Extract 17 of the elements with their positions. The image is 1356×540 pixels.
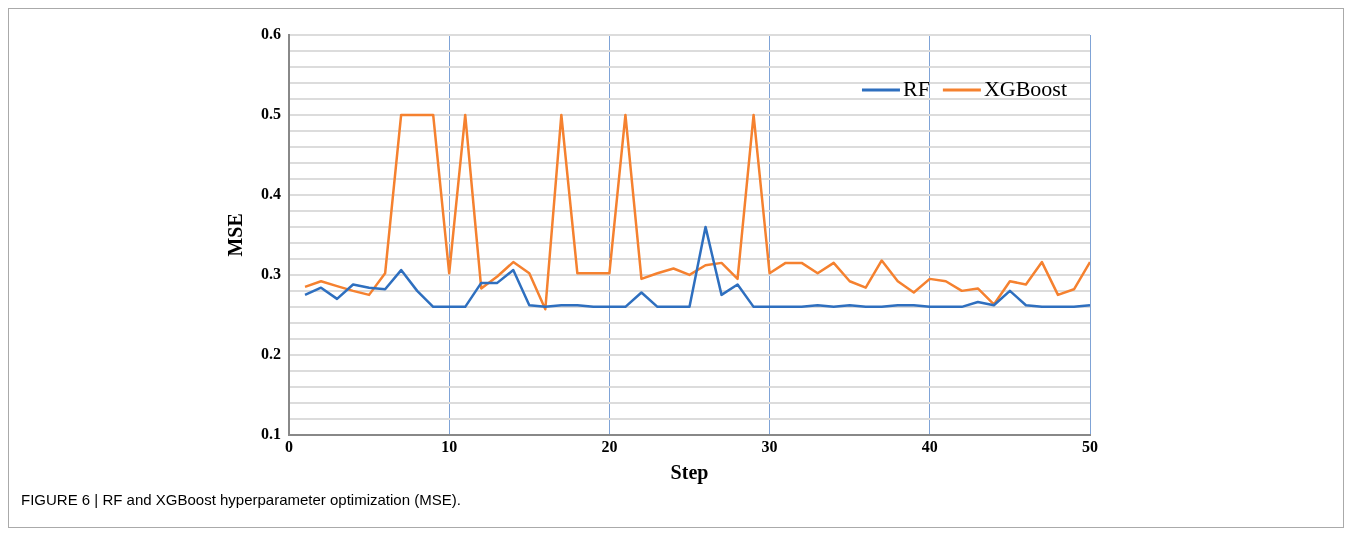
x-tick-label: 0 <box>285 437 293 455</box>
y-tick-label: 0.4 <box>261 185 281 203</box>
y-tick-label: 0.5 <box>261 105 281 123</box>
y-tick-label: 0.3 <box>261 265 281 283</box>
y-tick-label: 0.2 <box>261 344 281 362</box>
legend-label: RF <box>902 75 930 101</box>
caption: FIGURE 6 | RF and XGBoost hyperparameter optimization (MSE). <box>21 491 461 508</box>
legend-label: XGBoost <box>983 75 1067 101</box>
x-axis-title: Step <box>670 461 709 485</box>
x-tick-label: 30 <box>761 437 778 455</box>
x-tick-label: 40 <box>921 437 938 455</box>
x-tick-label: 50 <box>1082 437 1098 455</box>
y-tick-label: 0.6 <box>261 25 281 43</box>
x-tick-label: 10 <box>441 437 458 455</box>
y-axis-title: MSE <box>224 213 247 257</box>
x-tick-label: 20 <box>601 437 618 455</box>
y-tick-label: 0.1 <box>261 424 281 442</box>
